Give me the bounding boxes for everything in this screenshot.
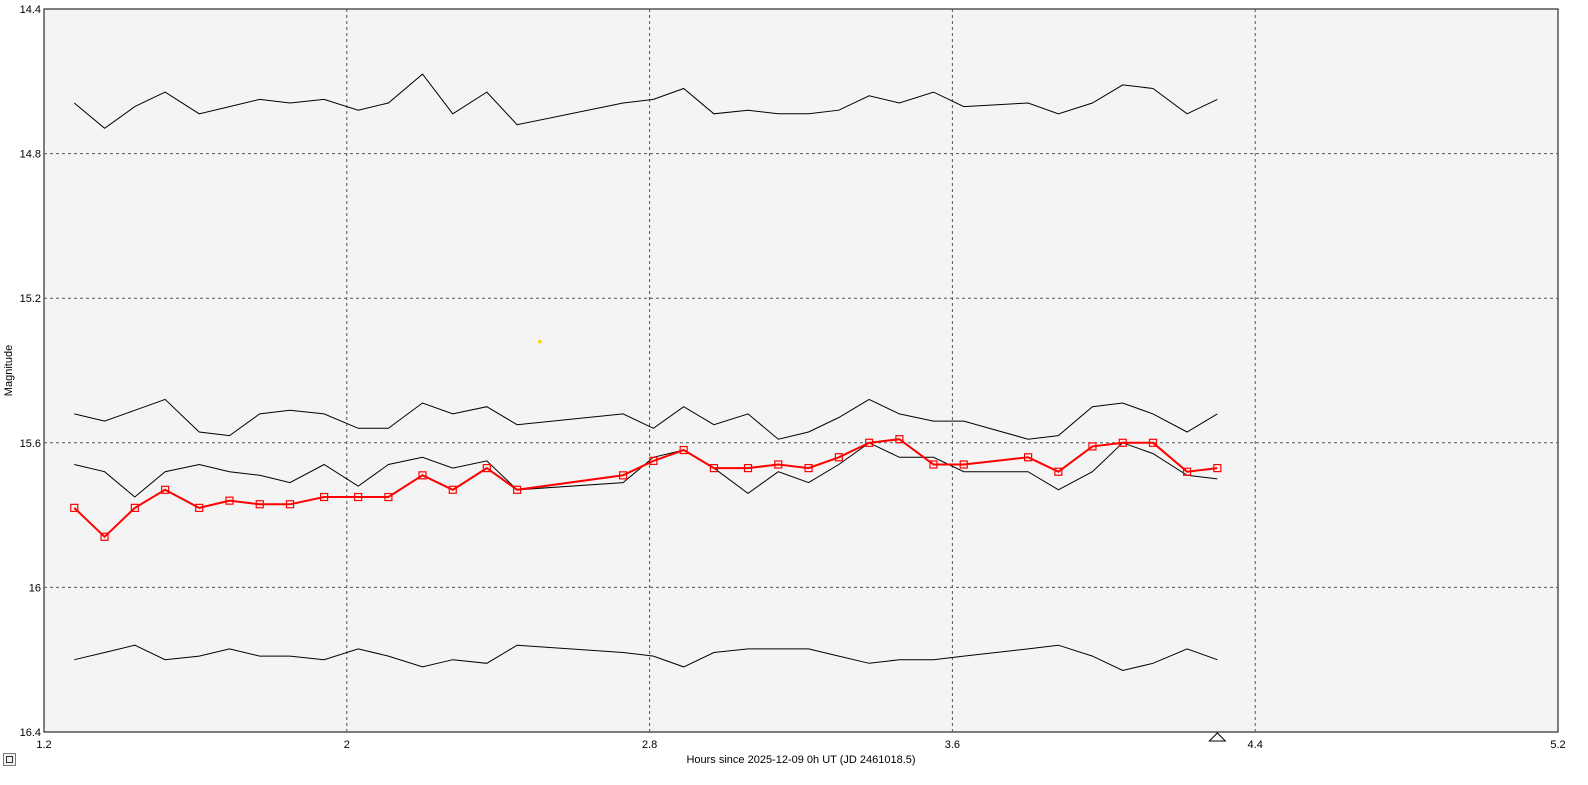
x-tick-label: 4.4 — [1248, 739, 1263, 751]
y-tick-label: 14.4 — [20, 4, 41, 16]
data-point-marker — [649, 456, 658, 465]
data-point-marker — [354, 492, 363, 502]
series-line-3 — [74, 442, 1218, 498]
data-point-marker — [1054, 467, 1063, 476]
data-point-marker — [865, 438, 874, 447]
data-point-marker — [709, 464, 719, 473]
data-point-marker — [319, 492, 329, 502]
data-point-marker — [1182, 467, 1192, 476]
data-point-marker — [1088, 442, 1097, 451]
y-tick-label: 15.2 — [20, 293, 41, 305]
data-point-marker — [70, 503, 79, 512]
data-point-marker — [448, 485, 457, 494]
data-point-marker — [225, 496, 234, 505]
data-point-marker — [384, 492, 393, 502]
x-tick-label: 2.8 — [642, 739, 657, 751]
series-line-2 — [74, 398, 1218, 440]
series-line-5 — [74, 644, 1218, 672]
y-tick-label: 16.4 — [20, 727, 41, 739]
data-point-marker — [895, 435, 904, 444]
data-point-marker — [161, 485, 170, 494]
x-tick-label: 3.6 — [945, 739, 960, 751]
data-point-marker — [1023, 453, 1033, 462]
data-point-marker — [482, 464, 491, 473]
data-point-marker — [100, 532, 109, 541]
data-point-marker — [959, 460, 968, 469]
triangle-marker-icon — [1208, 732, 1227, 742]
y-tick-label: 16 — [29, 582, 41, 594]
data-point-marker — [513, 485, 522, 494]
series-line-1 — [73, 73, 1218, 129]
y-axis-label: Magnitude — [3, 345, 15, 396]
data-point-marker — [255, 500, 264, 509]
data-point-marker — [619, 471, 628, 480]
x-tick-label: 1.2 — [36, 739, 51, 751]
data-point-marker — [834, 453, 843, 462]
data-point-marker — [195, 503, 204, 512]
square-icon — [6, 756, 13, 763]
x-tick-label: 5.2 — [1550, 739, 1565, 751]
data-point-marker — [679, 445, 688, 455]
data-point-marker — [418, 471, 427, 480]
series-line-4 — [73, 438, 1218, 539]
data-point-marker — [130, 503, 139, 512]
data-point-marker — [1148, 438, 1158, 447]
data-point-marker — [774, 460, 783, 469]
x-axis-label: Hours since 2025-12-09 0h UT (JD 2461018… — [686, 754, 915, 766]
data-point-marker — [804, 464, 813, 473]
plot-background — [43, 8, 1559, 733]
data-point-marker — [743, 464, 753, 473]
yellow-dot — [538, 339, 542, 344]
data-point-marker — [285, 500, 295, 509]
data-point-marker — [929, 460, 938, 469]
x-tick-label: 2 — [344, 739, 350, 751]
y-tick-label: 14.8 — [20, 149, 41, 161]
data-point-marker — [1213, 464, 1222, 473]
data-point-marker — [1118, 438, 1127, 447]
y-tick-label: 15.6 — [20, 438, 41, 450]
corner-button[interactable] — [3, 753, 16, 766]
